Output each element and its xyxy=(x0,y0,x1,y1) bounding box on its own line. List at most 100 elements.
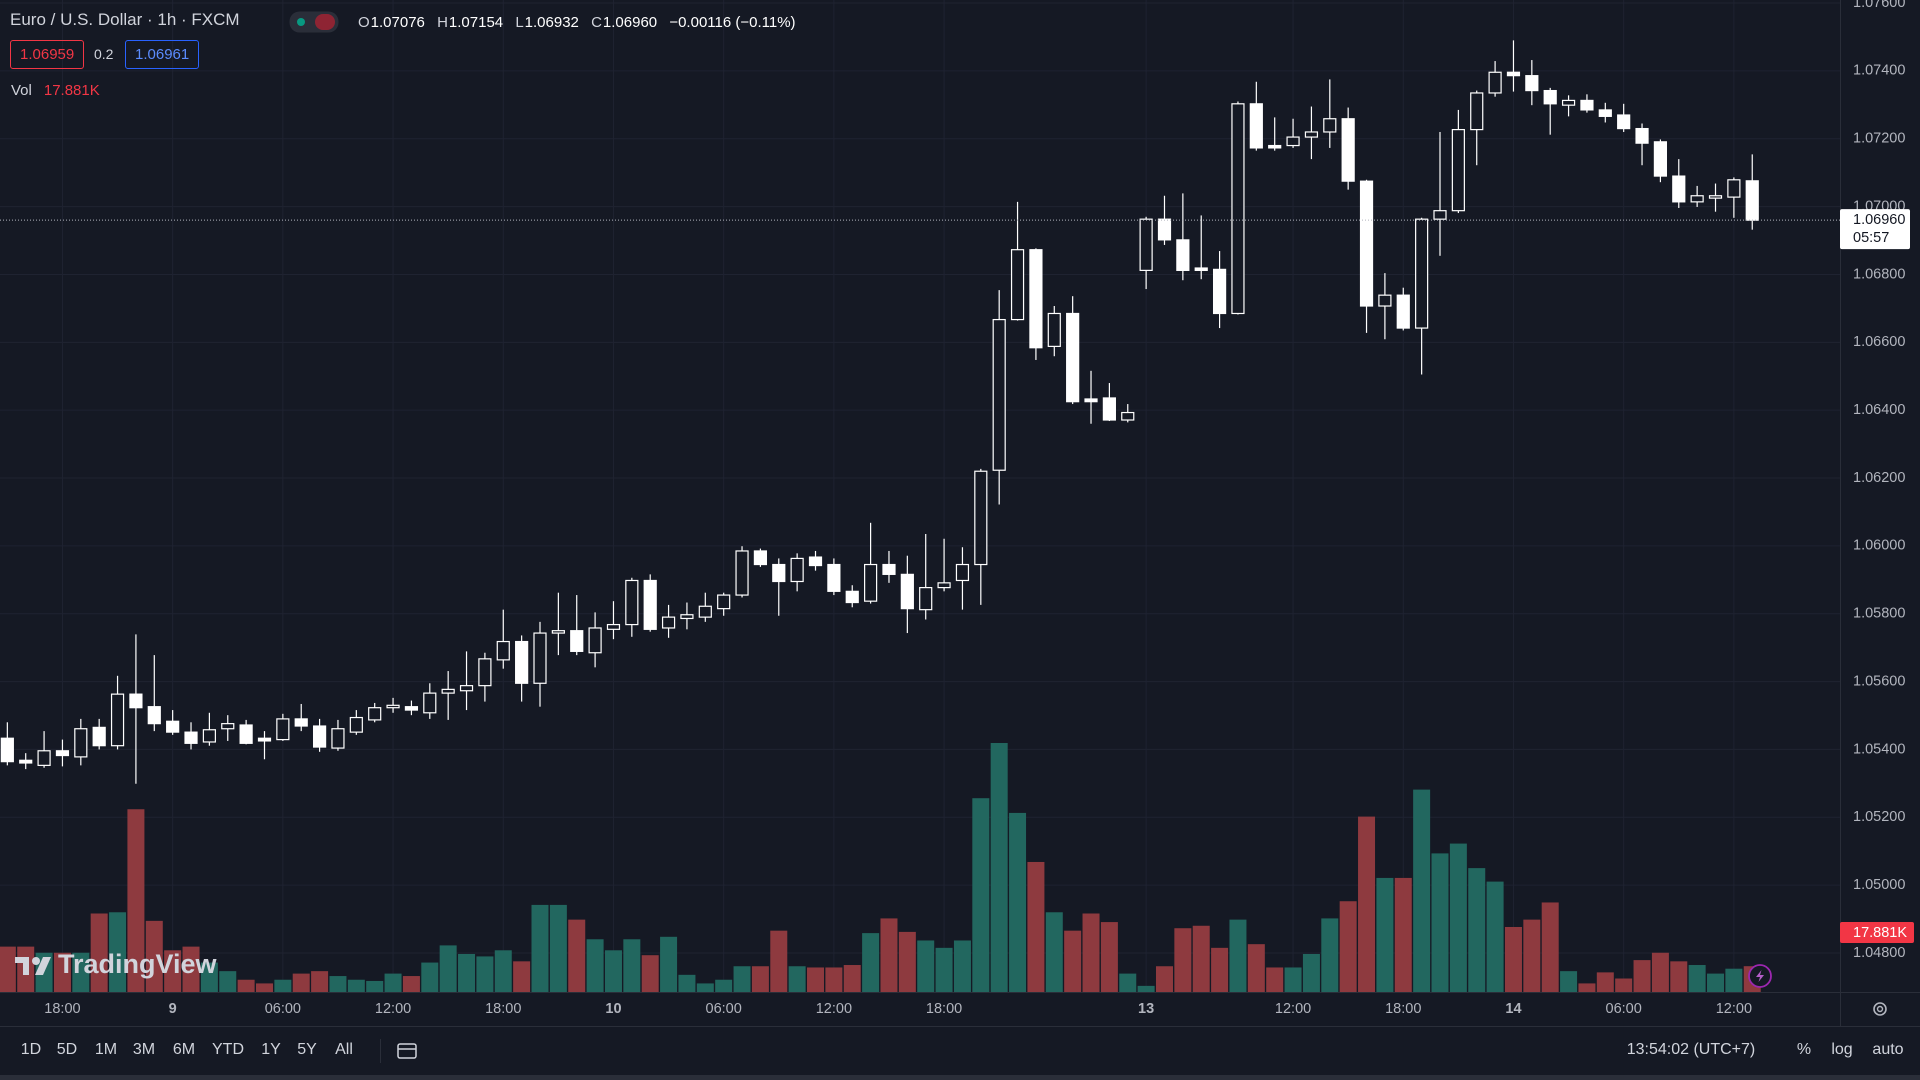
volume-bar xyxy=(1688,965,1706,992)
ohlc-key: H xyxy=(437,14,448,31)
candle-body xyxy=(147,706,161,725)
axes: 1.04800 1.05000 1.05200 1.05400 1.05600 1.058… xyxy=(0,0,1920,1026)
range-button[interactable]: 1M xyxy=(94,1041,118,1058)
volume-bar xyxy=(1339,901,1357,992)
candle-body xyxy=(992,318,1006,471)
volume-bar xyxy=(494,950,512,992)
y-tick-label: 1.05200 xyxy=(1853,809,1905,825)
volume-bar xyxy=(1541,902,1559,992)
candle-body xyxy=(1488,71,1502,94)
countdown-label: 05:57 xyxy=(1853,230,1889,246)
range-button[interactable]: 5Y xyxy=(297,1041,317,1058)
range-button[interactable]: All xyxy=(335,1041,353,1058)
buy-button[interactable]: 1.06961 xyxy=(125,40,200,69)
candle-body xyxy=(753,550,768,566)
volume-bar xyxy=(1651,952,1669,992)
candle-body xyxy=(1010,249,1025,321)
ohlc-key: L xyxy=(515,14,524,31)
gear-ring xyxy=(1873,1002,1887,1016)
candle-body xyxy=(368,707,382,721)
y-tick-label: 1.07400 xyxy=(1853,63,1905,79)
x-tick-label: 18:00 xyxy=(44,1001,80,1017)
volume-bar xyxy=(1376,877,1394,992)
candle-body xyxy=(515,640,529,684)
volume-bar xyxy=(292,973,310,992)
candle-body xyxy=(919,587,933,611)
candle-body xyxy=(570,630,584,652)
volume-bar xyxy=(200,962,218,992)
candle-body xyxy=(459,685,474,692)
range-button[interactable]: YTD xyxy=(212,1041,244,1058)
range-button[interactable]: 6M xyxy=(172,1041,196,1058)
volume-bar xyxy=(733,966,751,992)
y-tick-label: 1.04800 xyxy=(1853,945,1905,961)
volume-bar xyxy=(660,936,678,992)
background xyxy=(0,0,1920,1026)
status-toggle[interactable] xyxy=(289,11,339,33)
candle-body xyxy=(441,688,455,694)
range-button[interactable]: 3M xyxy=(132,1041,156,1058)
candle-body xyxy=(1745,180,1759,221)
candle-body xyxy=(1176,239,1190,271)
volume-bar xyxy=(109,912,127,992)
candle-body xyxy=(386,704,400,709)
watermark-logo xyxy=(15,957,51,975)
volume-bar xyxy=(1431,853,1449,992)
log-toggle[interactable]: log xyxy=(1831,1041,1853,1058)
volume-bar xyxy=(1192,925,1210,992)
candle-body xyxy=(1029,249,1043,349)
x-tick-label: 06:00 xyxy=(265,1001,301,1017)
range-button[interactable]: 5D xyxy=(56,1041,78,1058)
candle-body xyxy=(1470,92,1484,131)
volume-bar xyxy=(274,979,292,992)
candle-body xyxy=(74,728,88,758)
candle-body xyxy=(1727,179,1741,198)
watermark-text: TradingView xyxy=(58,949,218,979)
candle-body xyxy=(937,582,951,589)
ohlc-change: −0.00116 (−0.11%) xyxy=(669,14,796,31)
candle-body xyxy=(349,716,363,733)
y-tick-label: 1.06200 xyxy=(1853,470,1905,486)
range-button[interactable]: 1D xyxy=(20,1041,42,1058)
volume-bar xyxy=(90,913,108,992)
percent-toggle[interactable]: % xyxy=(1796,1041,1812,1058)
candle-body xyxy=(221,723,235,730)
candle-body xyxy=(1635,127,1649,144)
candle-body xyxy=(735,550,749,596)
alert-icon[interactable] xyxy=(1748,964,1772,988)
spread: 0.2 xyxy=(94,46,114,62)
x-tick-label: 12:00 xyxy=(1275,1001,1311,1017)
sell-button[interactable]: 1.06959 xyxy=(10,40,85,69)
volume-bar xyxy=(1302,953,1320,992)
candle-body xyxy=(625,579,639,626)
settings-icon[interactable] xyxy=(1873,1002,1887,1016)
grid xyxy=(0,0,1840,992)
volume-bar xyxy=(1211,947,1229,992)
candle-body xyxy=(1157,218,1172,241)
candle-body xyxy=(1121,411,1135,421)
symbol-title[interactable]: Euro / U.S. Dollar · 1h · FXCM xyxy=(10,10,240,29)
volume-bar xyxy=(1229,919,1247,992)
last-price-box xyxy=(1840,209,1910,250)
candle-body xyxy=(1433,210,1447,220)
volume-bar xyxy=(623,939,641,992)
watermark: TradingView xyxy=(15,949,218,979)
volume-bar xyxy=(990,743,1008,992)
date-range-icon[interactable] xyxy=(396,1041,418,1061)
candle-body xyxy=(496,640,510,661)
ohlc-value: 1.06960 xyxy=(602,14,658,31)
range-button[interactable]: 1Y xyxy=(261,1041,281,1058)
auto-toggle[interactable]: auto xyxy=(1872,1041,1904,1058)
candle-body xyxy=(92,726,106,747)
volume-bar xyxy=(935,947,953,992)
volume-bar xyxy=(1027,861,1045,992)
clock[interactable]: 13:54:02 (UTC+7) xyxy=(1626,1041,1756,1058)
volume-bar xyxy=(788,966,806,992)
candle-body xyxy=(239,724,253,744)
volume-bar xyxy=(751,966,769,992)
logo-part xyxy=(23,957,29,975)
candle-body xyxy=(19,759,33,764)
alert-bolt xyxy=(1756,970,1764,982)
volume-bar xyxy=(862,933,880,992)
volume-bar xyxy=(898,931,916,992)
